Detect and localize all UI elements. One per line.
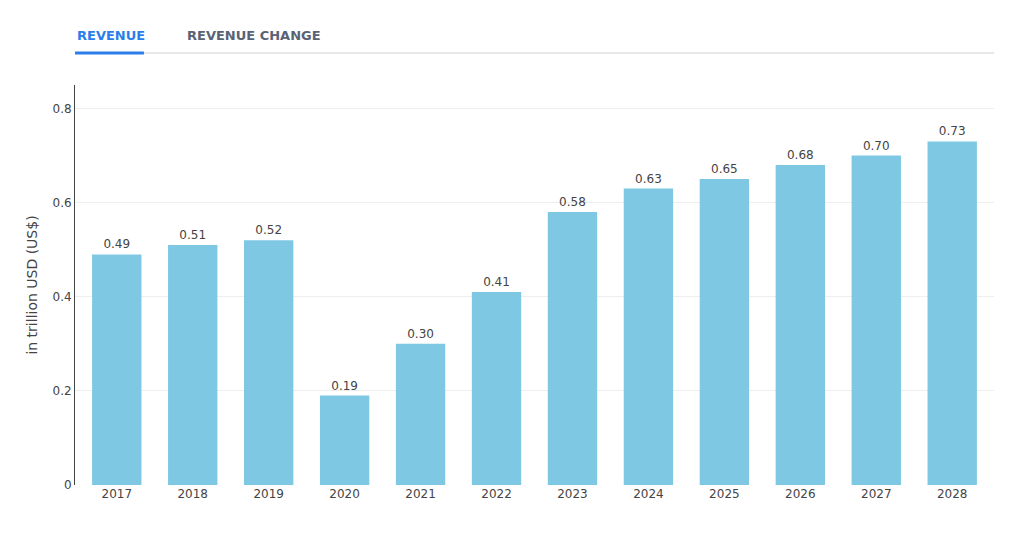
svg-text:0.30: 0.30 xyxy=(407,327,434,341)
svg-text:0.2: 0.2 xyxy=(53,384,72,398)
svg-text:0.73: 0.73 xyxy=(939,124,966,138)
svg-text:0.49: 0.49 xyxy=(103,237,130,251)
svg-text:0.68: 0.68 xyxy=(787,148,814,162)
svg-text:0.8: 0.8 xyxy=(53,102,72,116)
svg-text:2028: 2028 xyxy=(937,487,968,501)
svg-text:0.51: 0.51 xyxy=(179,228,206,242)
svg-text:in trillion USD (US$): in trillion USD (US$) xyxy=(24,215,40,354)
svg-text:REVENUE: REVENUE xyxy=(77,28,145,43)
svg-text:0.58: 0.58 xyxy=(559,195,586,209)
svg-text:2019: 2019 xyxy=(253,487,284,501)
svg-text:0.4: 0.4 xyxy=(53,290,72,304)
svg-text:0.41: 0.41 xyxy=(483,275,510,289)
svg-text:2023: 2023 xyxy=(557,487,588,501)
svg-text:2024: 2024 xyxy=(633,487,664,501)
svg-text:2025: 2025 xyxy=(709,487,740,501)
svg-text:0.52: 0.52 xyxy=(255,223,282,237)
svg-text:0: 0 xyxy=(64,478,72,492)
svg-text:2021: 2021 xyxy=(405,487,436,501)
svg-text:2018: 2018 xyxy=(177,487,208,501)
svg-text:2027: 2027 xyxy=(861,487,892,501)
svg-text:REVENUE CHANGE: REVENUE CHANGE xyxy=(187,28,321,43)
svg-text:2020: 2020 xyxy=(329,487,360,501)
svg-text:0.19: 0.19 xyxy=(331,379,358,393)
svg-text:2017: 2017 xyxy=(101,487,132,501)
svg-text:0.63: 0.63 xyxy=(635,172,662,186)
svg-text:2022: 2022 xyxy=(481,487,512,501)
svg-text:0.6: 0.6 xyxy=(53,196,72,210)
svg-text:0.70: 0.70 xyxy=(863,139,890,153)
svg-text:2026: 2026 xyxy=(785,487,816,501)
svg-text:0.65: 0.65 xyxy=(711,162,738,176)
